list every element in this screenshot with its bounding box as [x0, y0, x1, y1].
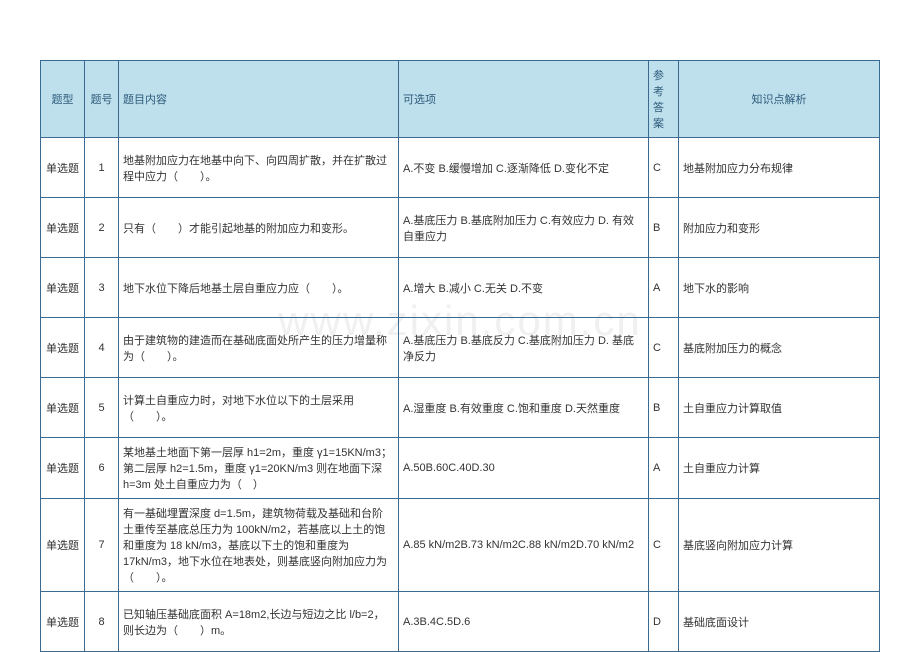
cell-body: 由于建筑物的建造而在基础底面处所产生的压力增量称为（ ）。	[119, 318, 399, 378]
cell-type: 单选题	[41, 499, 85, 592]
cell-num: 1	[85, 138, 119, 198]
cell-opts: A.基底压力 B.基底反力 C.基底附加压力 D. 基底净反力	[399, 318, 649, 378]
cell-opts: A.增大 B.减小 C.无关 D.不变	[399, 258, 649, 318]
col-header-opts: 可选项	[399, 61, 649, 138]
table-row: 单选题8已知轴压基础底面积 A=18m2,长边与短边之比 l/b=2，则长边为（…	[41, 592, 880, 652]
table-row: 单选题7有一基础埋置深度 d=1.5m，建筑物荷载及基础和台阶土重传至基底总压力…	[41, 499, 880, 592]
cell-num: 5	[85, 378, 119, 438]
cell-num: 6	[85, 438, 119, 499]
cell-type: 单选题	[41, 378, 85, 438]
col-header-body: 题目内容	[119, 61, 399, 138]
cell-opts: A.3B.4C.5D.6	[399, 592, 649, 652]
cell-type: 单选题	[41, 592, 85, 652]
cell-type: 单选题	[41, 258, 85, 318]
cell-ans: D	[649, 592, 679, 652]
cell-ans: A	[649, 438, 679, 499]
table-row: 单选题2只有（ ）才能引起地基的附加应力和变形。A.基底压力 B.基底附加压力 …	[41, 198, 880, 258]
cell-note: 地下水的影响	[679, 258, 880, 318]
cell-ans: B	[649, 378, 679, 438]
cell-opts: A.不变 B.缓慢增加 C.逐渐降低 D.变化不定	[399, 138, 649, 198]
col-header-num: 题号	[85, 61, 119, 138]
cell-note: 基底竖向附加应力计算	[679, 499, 880, 592]
col-header-note: 知识点解析	[679, 61, 880, 138]
question-table: 题型 题号 题目内容 可选项 参考答案 知识点解析 单选题1地基附加应力在地基中…	[40, 60, 880, 652]
table-row: 单选题1地基附加应力在地基中向下、向四周扩散，并在扩散过程中应力（ ）。A.不变…	[41, 138, 880, 198]
col-header-ans: 参考答案	[649, 61, 679, 138]
cell-body: 地基附加应力在地基中向下、向四周扩散，并在扩散过程中应力（ ）。	[119, 138, 399, 198]
cell-type: 单选题	[41, 198, 85, 258]
cell-ans: B	[649, 198, 679, 258]
cell-type: 单选题	[41, 138, 85, 198]
table-row: 单选题6某地基土地面下第一层厚 h1=2m，重度 γ1=15KN/m3；第二层厚…	[41, 438, 880, 499]
cell-opts: A.50B.60C.40D.30	[399, 438, 649, 499]
cell-body: 计算土自重应力时，对地下水位以下的土层采用（ ）。	[119, 378, 399, 438]
cell-body: 地下水位下降后地基土层自重应力应（ ）。	[119, 258, 399, 318]
cell-body: 已知轴压基础底面积 A=18m2,长边与短边之比 l/b=2，则长边为（ ）m。	[119, 592, 399, 652]
cell-num: 3	[85, 258, 119, 318]
cell-note: 基础底面设计	[679, 592, 880, 652]
cell-ans: C	[649, 499, 679, 592]
col-header-type: 题型	[41, 61, 85, 138]
table-row: 单选题4由于建筑物的建造而在基础底面处所产生的压力增量称为（ ）。A.基底压力 …	[41, 318, 880, 378]
cell-note: 土自重应力计算	[679, 438, 880, 499]
cell-type: 单选题	[41, 438, 85, 499]
cell-note: 地基附加应力分布规律	[679, 138, 880, 198]
cell-type: 单选题	[41, 318, 85, 378]
cell-note: 基底附加压力的概念	[679, 318, 880, 378]
table-row: 单选题3地下水位下降后地基土层自重应力应（ ）。A.增大 B.减小 C.无关 D…	[41, 258, 880, 318]
table-header-row: 题型 题号 题目内容 可选项 参考答案 知识点解析	[41, 61, 880, 138]
cell-opts: A.基底压力 B.基底附加压力 C.有效应力 D. 有效自重应力	[399, 198, 649, 258]
table-row: 单选题5计算土自重应力时，对地下水位以下的土层采用（ ）。A.湿重度 B.有效重…	[41, 378, 880, 438]
cell-ans: A	[649, 258, 679, 318]
cell-num: 2	[85, 198, 119, 258]
cell-body: 有一基础埋置深度 d=1.5m，建筑物荷载及基础和台阶土重传至基底总压力为 10…	[119, 499, 399, 592]
cell-ans: C	[649, 318, 679, 378]
cell-note: 附加应力和变形	[679, 198, 880, 258]
cell-opts: A.湿重度 B.有效重度 C.饱和重度 D.天然重度	[399, 378, 649, 438]
cell-body: 某地基土地面下第一层厚 h1=2m，重度 γ1=15KN/m3；第二层厚 h2=…	[119, 438, 399, 499]
cell-ans: C	[649, 138, 679, 198]
cell-num: 7	[85, 499, 119, 592]
cell-opts: A.85 kN/m2B.73 kN/m2C.88 kN/m2D.70 kN/m2	[399, 499, 649, 592]
cell-num: 8	[85, 592, 119, 652]
cell-num: 4	[85, 318, 119, 378]
cell-body: 只有（ ）才能引起地基的附加应力和变形。	[119, 198, 399, 258]
cell-note: 土自重应力计算取值	[679, 378, 880, 438]
